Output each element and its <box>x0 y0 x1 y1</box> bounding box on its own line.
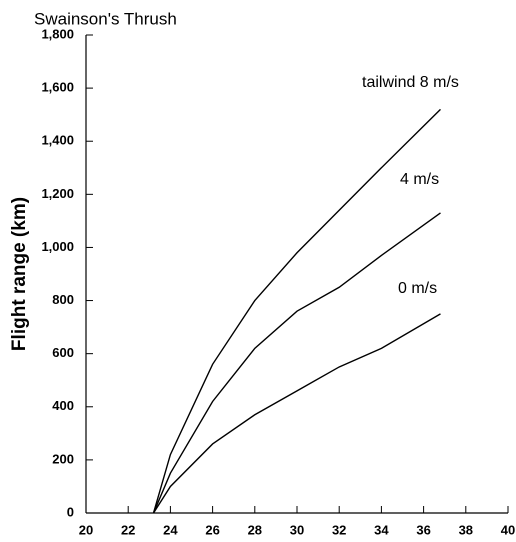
series-line <box>152 212 441 514</box>
y-tick-label: 800 <box>52 292 74 307</box>
x-tick-label: 40 <box>501 522 515 537</box>
y-axis-title: Flight range (km) <box>9 197 30 351</box>
x-tick-label: 24 <box>163 522 178 537</box>
x-tick-label: 26 <box>205 522 219 537</box>
series-line <box>152 313 441 514</box>
y-tick-label: 1,800 <box>41 26 74 41</box>
y-tick-label: 0 <box>67 504 74 519</box>
x-tick-label: 22 <box>121 522 135 537</box>
x-tick-label: 34 <box>374 522 389 537</box>
x-tick-label: 28 <box>248 522 262 537</box>
y-tick-label: 1,400 <box>41 133 74 148</box>
series-line <box>152 108 441 514</box>
x-tick-label: 38 <box>459 522 473 537</box>
y-tick-label: 1,000 <box>41 239 74 254</box>
x-tick-label: 32 <box>332 522 346 537</box>
chart-title: Swainson's Thrush <box>34 9 177 28</box>
y-tick-label: 1,200 <box>41 186 74 201</box>
x-tick-label: 36 <box>416 522 430 537</box>
y-tick-label: 1,600 <box>41 80 74 95</box>
x-tick-label: 20 <box>79 522 93 537</box>
series-label: 0 m/s <box>398 280 437 297</box>
series-label: tailwind 8 m/s <box>362 74 459 91</box>
y-tick-label: 600 <box>52 345 74 360</box>
y-tick-label: 200 <box>52 451 74 466</box>
series-label: 4 m/s <box>400 171 439 188</box>
x-tick-label: 30 <box>290 522 304 537</box>
y-tick-label: 400 <box>52 398 74 413</box>
